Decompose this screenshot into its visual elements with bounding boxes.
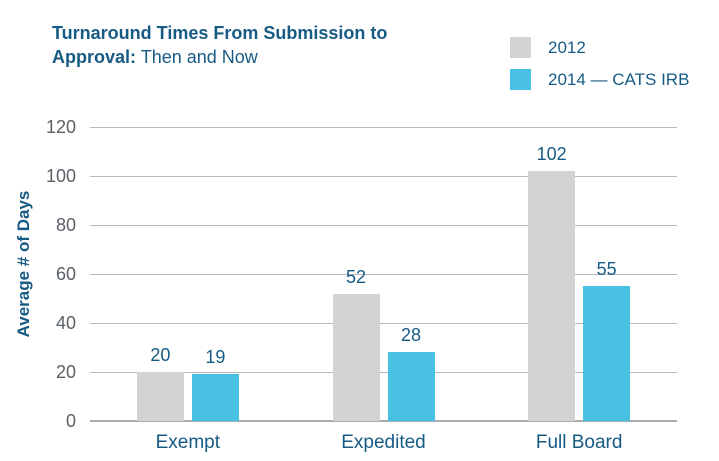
gridline-60	[90, 274, 677, 275]
gridline-80	[90, 225, 677, 226]
y-tick-label-40: 40	[55, 313, 76, 333]
bar-2014-expedited	[387, 352, 435, 421]
y-tick-label-120: 120	[45, 117, 76, 137]
bar-2012-full-board	[528, 171, 576, 421]
bar-value-label: 28	[400, 325, 422, 346]
y-tick-label-80: 80	[55, 215, 76, 235]
legend-label-2012: 2012	[548, 37, 586, 57]
x-axis-line	[90, 420, 677, 422]
category-label-expedited: Expedited	[341, 432, 426, 453]
legend-item-2012: 2012	[510, 37, 689, 58]
chart-legend: 2012 2014 — CATS IRB	[510, 37, 689, 101]
legend-item-2014: 2014 — CATS IRB	[510, 69, 689, 90]
bar-2014-exempt	[191, 374, 239, 421]
bar-value-label: 19	[205, 347, 226, 368]
y-tick-label-100: 100	[45, 166, 76, 186]
gridline-40	[90, 323, 677, 324]
legend-swatch-2012	[510, 37, 531, 58]
bar-2014-full-board	[583, 286, 631, 421]
chart-title: Turnaround Times From Submission to Appr…	[52, 21, 462, 69]
bar-value-label: 20	[150, 345, 171, 365]
bar-value-label: 55	[596, 259, 617, 280]
legend-swatch-2014	[510, 69, 531, 90]
y-tick-label-0: 0	[65, 411, 76, 431]
chart-title-regular: Then and Now	[140, 47, 258, 67]
category-label-exempt: Exempt	[155, 432, 221, 453]
bar-2012-expedited	[332, 293, 380, 421]
bar-value-label: 102	[536, 144, 567, 165]
bar-value-label: 52	[345, 266, 367, 287]
gridline-100	[90, 176, 677, 177]
y-tick-label-20: 20	[55, 362, 76, 382]
gridline-20	[90, 372, 677, 373]
category-label-full-board: Full Board	[535, 432, 623, 453]
y-tick-label-60: 60	[55, 264, 76, 284]
legend-label-2014: 2014 — CATS IRB	[548, 69, 690, 89]
bar-2012-exempt	[136, 372, 184, 421]
chart-title-bold: Turnaround Times From Submission to Appr…	[52, 23, 388, 67]
gridline-120	[90, 127, 677, 128]
